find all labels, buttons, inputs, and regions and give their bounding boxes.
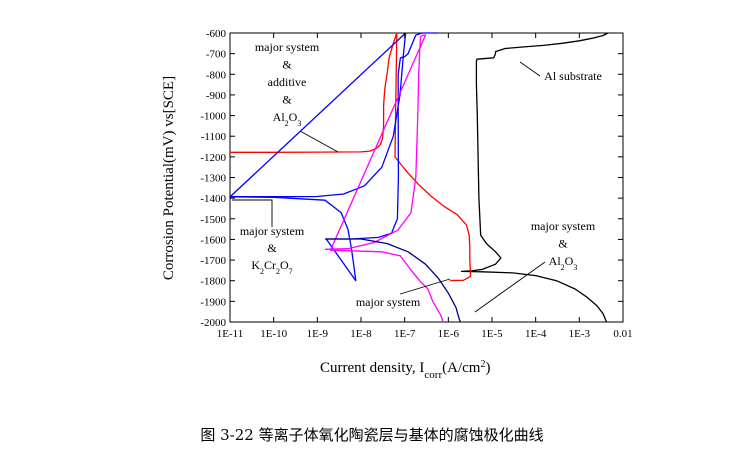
annotation-line: Al2O3 (549, 254, 578, 272)
y-tick-label: -1800 (200, 276, 226, 288)
x-axis-title-sup: 2 (480, 359, 485, 370)
x-axis-title-close: ) (485, 360, 490, 376)
annotation-leader-line (474, 261, 546, 313)
axis-ticks (229, 32, 624, 323)
annotation-text: major system (356, 295, 421, 309)
x-tick-label: 0.01 (613, 328, 632, 340)
figure-caption: 图 3-22 等离子体氧化陶瓷层与基体的腐蚀极化曲线 (200, 426, 544, 444)
x-tick-label: 1E-5 (481, 328, 503, 340)
annotation-line: major system (356, 295, 421, 309)
annotation-line: K2Cr2O7 (251, 258, 292, 276)
y-axis-title: Corrosion Potential(mV) vs[SCE] (161, 76, 177, 280)
annotation-text: major system (240, 224, 305, 238)
x-axis-title-unit: (A/cm (442, 360, 481, 376)
x-tick-label: 1E-11 (217, 328, 243, 340)
annotation-line: additive (268, 75, 307, 89)
x-axis-title-main: Current density, I (320, 360, 424, 376)
x-tick-label: 1E-6 (438, 328, 460, 340)
annotation-3: major system & Al2O3 (531, 219, 596, 272)
annotation-text: Al substrate (544, 69, 602, 83)
annotation-text: O (289, 110, 298, 124)
annotation-text: & (282, 58, 292, 72)
x-tick-label: 1E-3 (569, 328, 591, 340)
series-line-4 (325, 238, 462, 323)
annotation-line: & (282, 93, 292, 107)
annotation-subscript: 3 (573, 263, 577, 272)
annotation-text: O (565, 254, 574, 268)
annotation-line: & (558, 237, 568, 251)
y-tick-label: -800 (206, 69, 227, 81)
axis-tick-labels: 1E-11 1E-10 1E-9 1E-8 1E-7 1E-6 1E-5 1E-4 1E-3 0.… (200, 28, 632, 340)
series-line-1 (230, 32, 472, 282)
annotation-text: Al (549, 254, 562, 268)
y-tick-label: -1200 (200, 152, 226, 164)
annotation-leaders (232, 61, 546, 313)
y-tick-label: -1000 (200, 111, 226, 123)
annotation-line: Al substrate (544, 69, 602, 83)
annotation-text: & (267, 241, 277, 255)
series-line-0 (460, 32, 609, 323)
series-line-2 (229, 32, 439, 282)
annotation-text: major system (531, 219, 596, 233)
annotation-0: major system & additive & Al2O3 (255, 40, 320, 128)
annotation-text: & (558, 237, 568, 251)
x-tick-label: 1E-7 (394, 328, 416, 340)
y-tick-label: -1300 (200, 173, 226, 185)
annotation-line: & (282, 58, 292, 72)
annotation-text: & (282, 93, 292, 107)
annotation-line: major system (240, 224, 305, 238)
y-tick-label: -900 (206, 90, 227, 102)
annotation-2: major system (356, 295, 421, 309)
annotation-leader-line (299, 130, 339, 153)
annotation-leader-line (232, 199, 273, 227)
annotation-text: Cr (264, 258, 276, 272)
y-tick-label: -1400 (200, 193, 226, 205)
x-tick-label: 1E-9 (307, 328, 329, 340)
annotation-subscript: 2 (285, 119, 289, 128)
annotation-text: K (251, 258, 260, 272)
annotation-text: major system (255, 40, 320, 54)
y-tick-label: -1900 (200, 296, 226, 308)
y-tick-label: -1500 (200, 214, 226, 226)
annotation-leader-line (399, 278, 451, 295)
annotation-text: Al (273, 110, 286, 124)
annotation-line: major system (255, 40, 320, 54)
x-axis-title-sub: corr (424, 369, 442, 381)
annotation-line: major system (531, 219, 596, 233)
y-tick-label: -1700 (200, 255, 226, 267)
annotation-line: Al2O3 (273, 110, 302, 128)
y-tick-label: -1100 (201, 131, 227, 143)
series-line-3 (324, 34, 444, 323)
y-tick-label: -700 (206, 49, 227, 61)
annotation-subscript: 2 (260, 267, 264, 276)
x-tick-label: 1E-8 (350, 328, 372, 340)
x-tick-label: 1E-10 (260, 328, 287, 340)
annotation-text: additive (268, 75, 307, 89)
annotation-subscript: 2 (561, 263, 565, 272)
annotation-1: major system&K2Cr2O7 (240, 224, 305, 276)
annotation-subscript: 2 (276, 267, 280, 276)
annotation-line: & (267, 241, 277, 255)
x-tick-label: 1E-4 (525, 328, 547, 340)
y-tick-label: -600 (206, 28, 227, 40)
annotation-subscript: 3 (297, 119, 301, 128)
y-tick-label: -2000 (200, 317, 226, 329)
y-tick-label: -1600 (200, 234, 226, 246)
x-axis-title: Current density, Icorr(A/cm2) (320, 359, 490, 382)
annotation-text: O (280, 258, 289, 272)
annotation-4: Al substrate (544, 69, 602, 83)
annotation-leader-line (519, 61, 541, 77)
annotation-subscript: 7 (289, 267, 293, 276)
